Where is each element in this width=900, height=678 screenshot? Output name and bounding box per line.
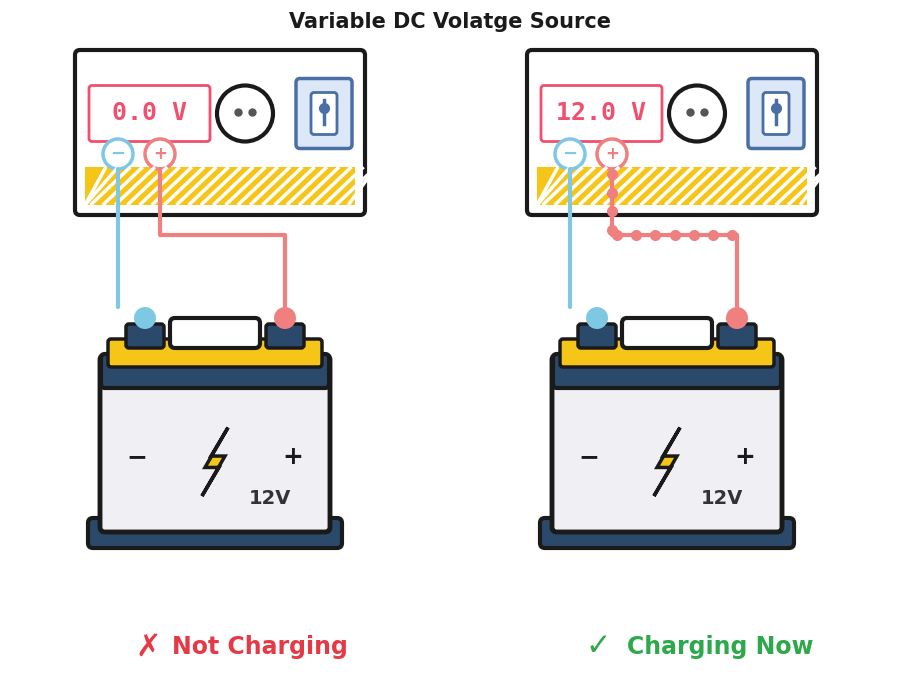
Circle shape <box>134 307 156 329</box>
Text: +: + <box>734 445 755 468</box>
FancyBboxPatch shape <box>540 518 794 548</box>
FancyBboxPatch shape <box>89 85 210 142</box>
FancyBboxPatch shape <box>108 339 322 367</box>
FancyBboxPatch shape <box>553 354 781 388</box>
Text: 12V: 12V <box>248 490 292 508</box>
Circle shape <box>586 307 608 329</box>
Text: 0.0 V: 0.0 V <box>112 102 187 125</box>
Text: +: + <box>153 145 166 163</box>
Text: +: + <box>283 445 303 468</box>
Circle shape <box>145 139 175 169</box>
Text: Variable DC Volatge Source: Variable DC Volatge Source <box>289 12 611 32</box>
Circle shape <box>274 307 296 329</box>
Text: −: − <box>562 145 578 163</box>
Bar <box>537 167 807 205</box>
FancyBboxPatch shape <box>718 324 756 348</box>
Text: 12.0 V: 12.0 V <box>556 102 646 125</box>
FancyBboxPatch shape <box>311 92 337 134</box>
Circle shape <box>103 139 133 169</box>
Circle shape <box>555 139 585 169</box>
FancyBboxPatch shape <box>552 355 782 532</box>
Circle shape <box>217 85 273 142</box>
Text: Charging Now: Charging Now <box>626 635 814 659</box>
Circle shape <box>726 307 748 329</box>
Circle shape <box>669 85 725 142</box>
FancyBboxPatch shape <box>126 324 164 348</box>
Text: −: − <box>127 445 148 468</box>
FancyBboxPatch shape <box>527 50 817 215</box>
Text: +: + <box>605 145 619 163</box>
Polygon shape <box>202 428 228 496</box>
FancyBboxPatch shape <box>296 79 352 148</box>
Text: 12V: 12V <box>701 490 743 508</box>
Text: ✓: ✓ <box>585 633 611 662</box>
Bar <box>85 167 355 205</box>
Circle shape <box>597 139 627 169</box>
FancyBboxPatch shape <box>75 50 365 215</box>
FancyBboxPatch shape <box>170 318 260 348</box>
FancyBboxPatch shape <box>748 79 804 148</box>
FancyBboxPatch shape <box>100 355 330 532</box>
FancyBboxPatch shape <box>622 318 712 348</box>
Text: −: − <box>111 145 126 163</box>
FancyBboxPatch shape <box>266 324 304 348</box>
FancyBboxPatch shape <box>541 85 662 142</box>
FancyBboxPatch shape <box>763 92 789 134</box>
FancyBboxPatch shape <box>101 354 329 388</box>
Polygon shape <box>654 428 680 496</box>
Text: ✗: ✗ <box>135 633 161 662</box>
FancyBboxPatch shape <box>88 518 342 548</box>
FancyBboxPatch shape <box>560 339 774 367</box>
Text: −: − <box>579 445 599 468</box>
FancyBboxPatch shape <box>578 324 616 348</box>
Text: Not Charging: Not Charging <box>172 635 348 659</box>
